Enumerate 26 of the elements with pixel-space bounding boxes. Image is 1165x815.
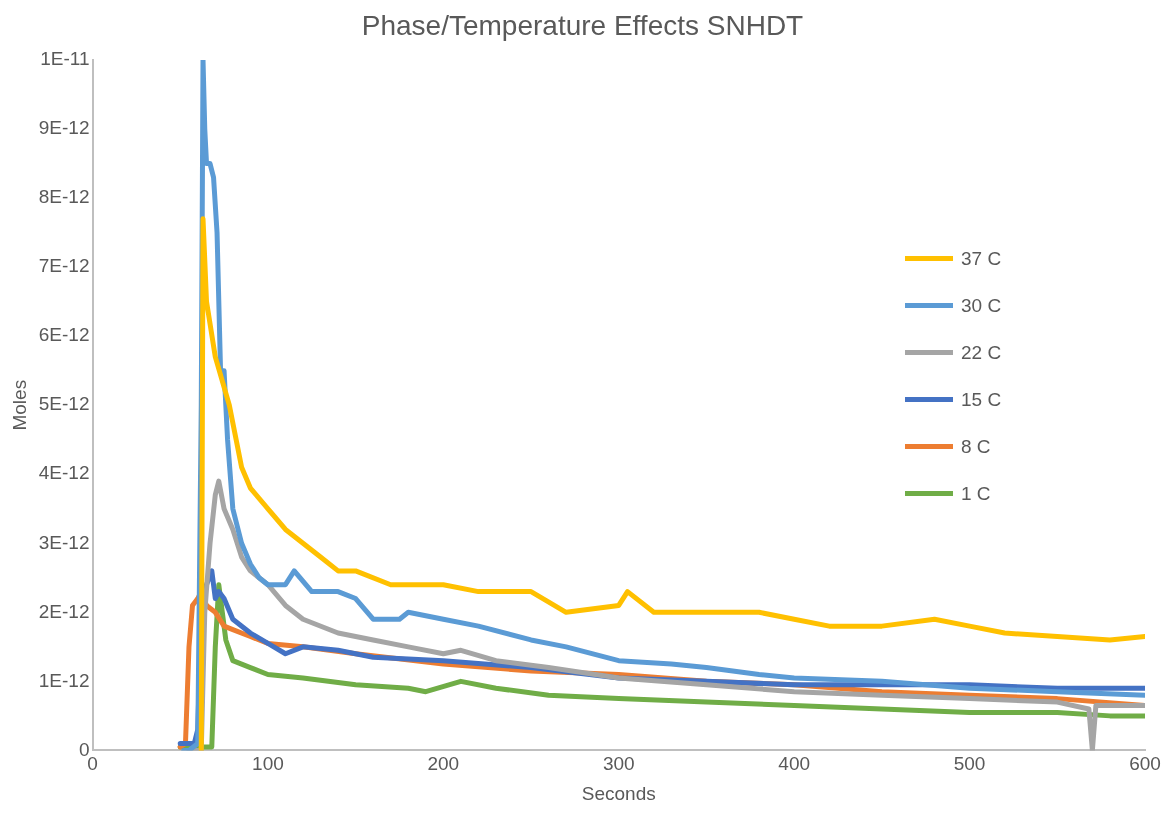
x-tick-label: 400 <box>778 753 811 775</box>
legend-label: 15 C <box>961 388 1002 411</box>
y-tick-label: 8E-12 <box>38 186 90 208</box>
y-tick-label: 2E-12 <box>38 600 90 622</box>
y-tick-label: 1E-11 <box>40 48 90 70</box>
y-tick-label: 5E-12 <box>38 393 90 415</box>
x-tick-label: 500 <box>953 753 986 775</box>
x-axis-title: Seconds <box>581 782 656 804</box>
y-tick-label: 7E-12 <box>38 255 90 277</box>
y-tick-label: 3E-12 <box>38 531 90 553</box>
x-tick-label: 200 <box>427 753 460 775</box>
x-tick-label: 300 <box>602 753 635 775</box>
y-tick-label: 1E-12 <box>38 669 90 691</box>
x-tick-label: 100 <box>252 753 284 775</box>
y-axis-title: Moles <box>8 379 30 431</box>
y-tick-label: 4E-12 <box>38 462 90 484</box>
x-tick-label: 600 <box>1129 753 1161 775</box>
y-tick-label: 9E-12 <box>38 117 90 139</box>
y-tick-label: 0 <box>78 738 90 760</box>
legend-label: 8 C <box>961 435 991 458</box>
legend-label: 37 C <box>961 247 1002 270</box>
chart-title: Phase/Temperature Effects SNHDT <box>360 10 805 42</box>
legend-label: 1 C <box>961 482 991 505</box>
legend-label: 30 C <box>961 294 1002 317</box>
y-tick-label: 6E-12 <box>38 324 90 346</box>
legend-label: 22 C <box>961 341 1002 364</box>
